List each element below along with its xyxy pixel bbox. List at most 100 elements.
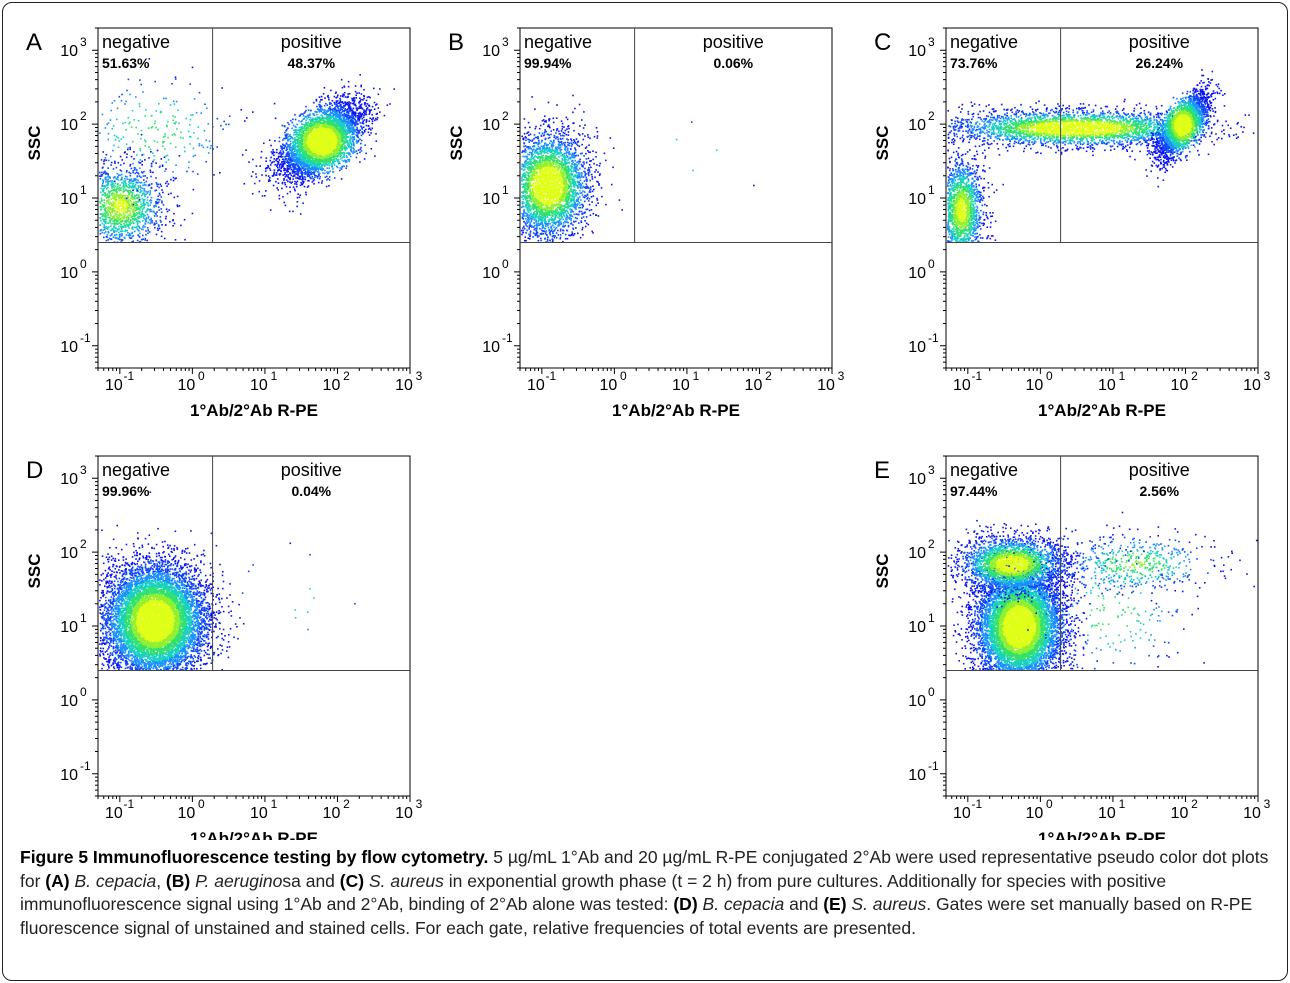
event-dot [122,213,124,215]
event-dot [331,163,333,165]
event-dot [294,114,296,116]
event-dot [130,201,132,203]
event-dot [372,106,374,108]
event-dot [124,190,126,192]
event-dot [129,214,131,216]
event-dot [127,202,129,204]
event-dot [146,240,148,242]
event-dot [313,126,315,128]
event-dot [100,213,102,215]
event-dot [106,212,108,214]
event-dot [265,175,267,177]
event-dot [104,202,106,204]
event-dot [102,213,104,215]
event-dot [104,232,106,234]
event-dot [159,199,161,201]
event-dot [105,179,107,181]
event-dot [133,180,135,182]
event-dot [307,122,309,124]
event-dot [107,176,109,178]
event-dot [151,187,153,189]
event-dot [374,120,376,122]
event-dot [365,153,367,155]
event-dot [339,98,341,100]
event-dot [138,211,140,213]
event-dot [133,151,135,153]
event-dot [111,190,113,192]
event-dot [129,233,131,235]
event-dot [319,173,321,175]
event-dot [345,150,347,152]
event-dot [329,104,331,106]
event-dot [124,181,126,183]
event-dot [274,172,276,174]
event-dot [360,100,362,102]
event-dot [138,225,140,227]
event-dot [148,217,150,219]
event-dot [119,222,121,224]
event-dot [126,223,128,225]
event-dot [266,157,268,159]
event-dot [106,154,108,156]
event-dot [371,114,373,116]
dot-cloud [99,58,395,243]
event-dot [122,239,124,241]
event-dot [356,109,358,111]
event-dot [163,204,165,206]
event-dot [107,180,109,182]
event-dot [141,161,143,163]
event-dot [292,122,294,124]
event-dot [107,187,109,189]
event-dot [148,216,150,218]
event-dot [289,172,291,174]
event-dot [177,196,179,198]
event-dot [141,182,143,184]
event-dot [128,197,130,199]
event-dot [161,196,163,198]
event-dot [267,165,269,167]
event-dot [112,228,114,230]
event-dot [313,183,315,185]
event-dot [270,160,272,162]
event-dot [345,114,347,116]
event-dot [136,226,138,228]
event-dot [119,219,121,221]
event-dot [152,161,154,163]
event-dot [103,229,105,231]
event-dot [141,134,143,136]
event-dot [294,190,296,192]
event-dot [352,139,354,141]
event-dot [329,106,331,108]
event-dot [120,213,122,215]
event-dot [356,141,358,143]
event-dot [130,222,132,224]
event-dot [331,166,333,168]
event-dot [360,148,362,150]
event-dot [103,220,105,222]
event-dot [156,189,158,191]
event-dot [126,218,128,220]
event-dot [270,169,272,171]
event-dot [153,205,155,207]
event-dot [157,228,159,230]
event-dot [117,176,119,178]
event-dot [349,105,351,107]
event-dot [156,183,158,185]
event-dot [107,222,109,224]
event-dot [125,184,127,186]
event-dot [159,228,161,230]
event-dot [113,220,115,222]
event-dot [290,162,292,164]
event-dot [128,227,130,229]
event-dot [121,233,123,235]
event-dot [173,180,175,182]
event-dot [126,153,128,155]
event-dot [270,157,272,159]
event-dot [160,221,162,223]
event-dot [129,205,131,207]
event-dot [134,218,136,220]
event-dot [147,233,149,235]
event-dot [114,205,116,207]
event-dot [297,181,299,183]
event-dot [301,140,303,142]
